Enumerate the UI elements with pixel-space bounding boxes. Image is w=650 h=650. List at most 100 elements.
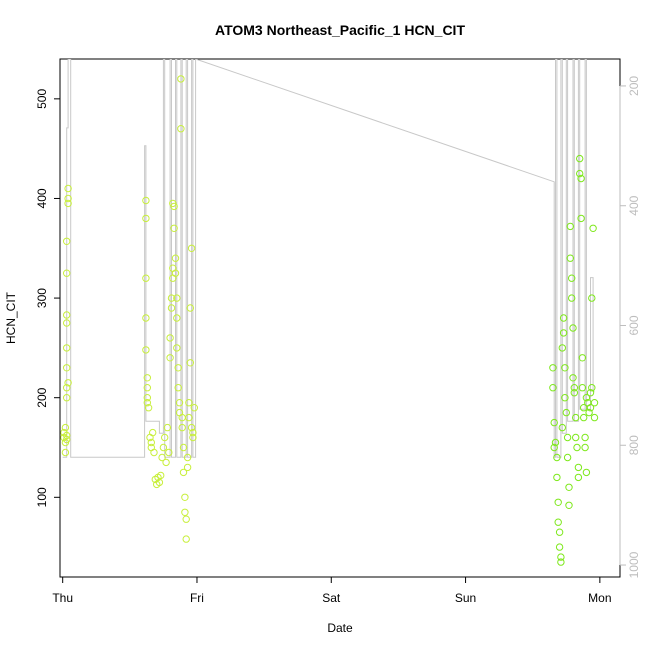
data-point bbox=[159, 443, 168, 452]
data-point bbox=[577, 214, 585, 223]
data-point bbox=[563, 453, 572, 462]
data-point bbox=[167, 304, 176, 312]
data-point bbox=[64, 379, 72, 387]
data-point bbox=[142, 196, 150, 205]
y2-tick-label: 600 bbox=[627, 315, 641, 335]
data-point bbox=[568, 294, 576, 302]
data-point bbox=[143, 394, 152, 402]
pressure-line-layer bbox=[62, 59, 595, 458]
data-point bbox=[550, 418, 558, 427]
data-point bbox=[62, 319, 71, 327]
data-point bbox=[586, 404, 595, 412]
data-point bbox=[578, 354, 587, 362]
data-point bbox=[143, 374, 152, 382]
data-point bbox=[171, 254, 180, 262]
data-point bbox=[158, 453, 166, 462]
data-point bbox=[61, 423, 70, 432]
y2-tick-label: 400 bbox=[627, 195, 641, 215]
data-point bbox=[554, 518, 562, 526]
data-point bbox=[186, 359, 195, 367]
data-point bbox=[143, 384, 152, 392]
x-tick-label: Sat bbox=[322, 591, 341, 605]
x-tick-label: Thu bbox=[52, 591, 73, 605]
data-point bbox=[569, 324, 577, 332]
data-point bbox=[174, 364, 182, 372]
data-point bbox=[555, 528, 564, 536]
data-point bbox=[178, 423, 186, 432]
data-point bbox=[173, 344, 181, 352]
y-tick-label: 300 bbox=[35, 288, 49, 308]
data-point bbox=[175, 399, 184, 407]
data-point bbox=[162, 458, 170, 467]
data-point bbox=[186, 304, 195, 312]
data-point bbox=[557, 553, 565, 561]
data-point bbox=[568, 274, 576, 282]
data-point bbox=[578, 384, 587, 392]
data-point bbox=[142, 346, 150, 354]
x-tick-label: Mon bbox=[588, 591, 611, 605]
x-axis: Thu Fri Sat Sun Mon bbox=[52, 576, 612, 605]
data-point bbox=[561, 364, 569, 372]
y2-tick-label: 200 bbox=[627, 76, 641, 96]
data-point bbox=[177, 125, 185, 133]
data-point bbox=[155, 478, 164, 487]
data-point bbox=[62, 237, 71, 246]
data-point bbox=[582, 468, 591, 477]
data-point bbox=[557, 558, 565, 566]
data-point bbox=[187, 423, 196, 432]
data-point bbox=[585, 408, 593, 417]
data-point bbox=[576, 169, 584, 178]
data-point bbox=[64, 194, 72, 203]
data-point bbox=[62, 394, 71, 402]
data-point bbox=[558, 344, 566, 352]
y-tick-label: 200 bbox=[35, 387, 49, 407]
data-point bbox=[189, 428, 197, 437]
data-point bbox=[61, 448, 70, 457]
data-point bbox=[576, 154, 584, 163]
data-point bbox=[62, 311, 71, 319]
data-point bbox=[555, 543, 564, 551]
data-point bbox=[143, 399, 152, 407]
data-point bbox=[588, 294, 596, 302]
y2-tick-label: 1000 bbox=[627, 551, 641, 578]
data-point bbox=[149, 428, 157, 437]
data-point bbox=[170, 202, 178, 211]
chart-title: ATOM3 Northeast_Pacific_1 HCN_CIT bbox=[215, 22, 465, 38]
data-point bbox=[586, 389, 595, 397]
data-point bbox=[185, 413, 193, 422]
data-point bbox=[569, 374, 577, 382]
data-point bbox=[563, 433, 572, 442]
data-point bbox=[189, 433, 197, 442]
y-axis: 100 200 300 400 500 bbox=[35, 89, 61, 507]
plot-frame bbox=[59, 58, 621, 578]
y-axis-label: HCN_CIT bbox=[4, 291, 18, 344]
data-point bbox=[62, 435, 71, 444]
data-point bbox=[183, 463, 192, 472]
data-point bbox=[167, 294, 176, 302]
y2-tick-label: 800 bbox=[627, 435, 641, 455]
data-point bbox=[554, 498, 562, 506]
data-point bbox=[142, 274, 150, 282]
data-point bbox=[142, 214, 150, 223]
x-tick-label: Fri bbox=[190, 591, 204, 605]
data-point bbox=[163, 423, 172, 432]
data-point bbox=[181, 493, 189, 501]
data-point bbox=[561, 394, 569, 402]
data-point bbox=[549, 364, 557, 372]
y2-axis: 200 400 600 800 1000 bbox=[619, 76, 641, 578]
data-point bbox=[174, 384, 182, 392]
data-point bbox=[570, 389, 578, 397]
data-point bbox=[570, 384, 578, 392]
data-point bbox=[558, 423, 566, 432]
data-point bbox=[566, 254, 574, 262]
data-point bbox=[577, 174, 585, 183]
data-point bbox=[179, 468, 188, 477]
data-point bbox=[170, 224, 178, 233]
data-point bbox=[573, 443, 581, 452]
data-point bbox=[182, 535, 190, 543]
data-point bbox=[183, 453, 192, 462]
data-point bbox=[144, 404, 153, 412]
data-point bbox=[64, 199, 72, 208]
data-point bbox=[574, 463, 583, 472]
data-point bbox=[161, 433, 169, 442]
